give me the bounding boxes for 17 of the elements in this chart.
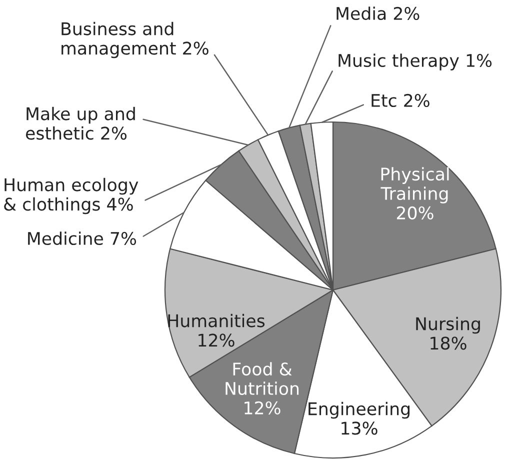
- slice-label: Medicine 7%: [28, 232, 136, 246]
- slice-label: Human ecology & clothings 4%: [4, 178, 138, 214]
- slice-label: Music therapy 1%: [338, 54, 492, 70]
- data-label: 20%: [396, 206, 434, 220]
- slice-label: Food & Nutrition: [226, 362, 299, 396]
- slice-label: Business and management 2%: [62, 22, 208, 58]
- data-label: 13%: [342, 422, 378, 435]
- data-label: 12%: [198, 334, 234, 347]
- slice-label: Physical Training: [380, 167, 449, 204]
- slice-label: Etc 2%: [372, 94, 430, 108]
- slice-label: Nursing: [416, 316, 480, 334]
- data-label: 18%: [430, 336, 466, 350]
- slice-label: Make up and esthetic 2%: [26, 106, 135, 140]
- slice-label: Engineering: [308, 402, 410, 419]
- slice-label: Media 2%: [336, 6, 420, 20]
- data-label: 12%: [244, 401, 280, 414]
- slice-label: Humanities: [168, 314, 265, 328]
